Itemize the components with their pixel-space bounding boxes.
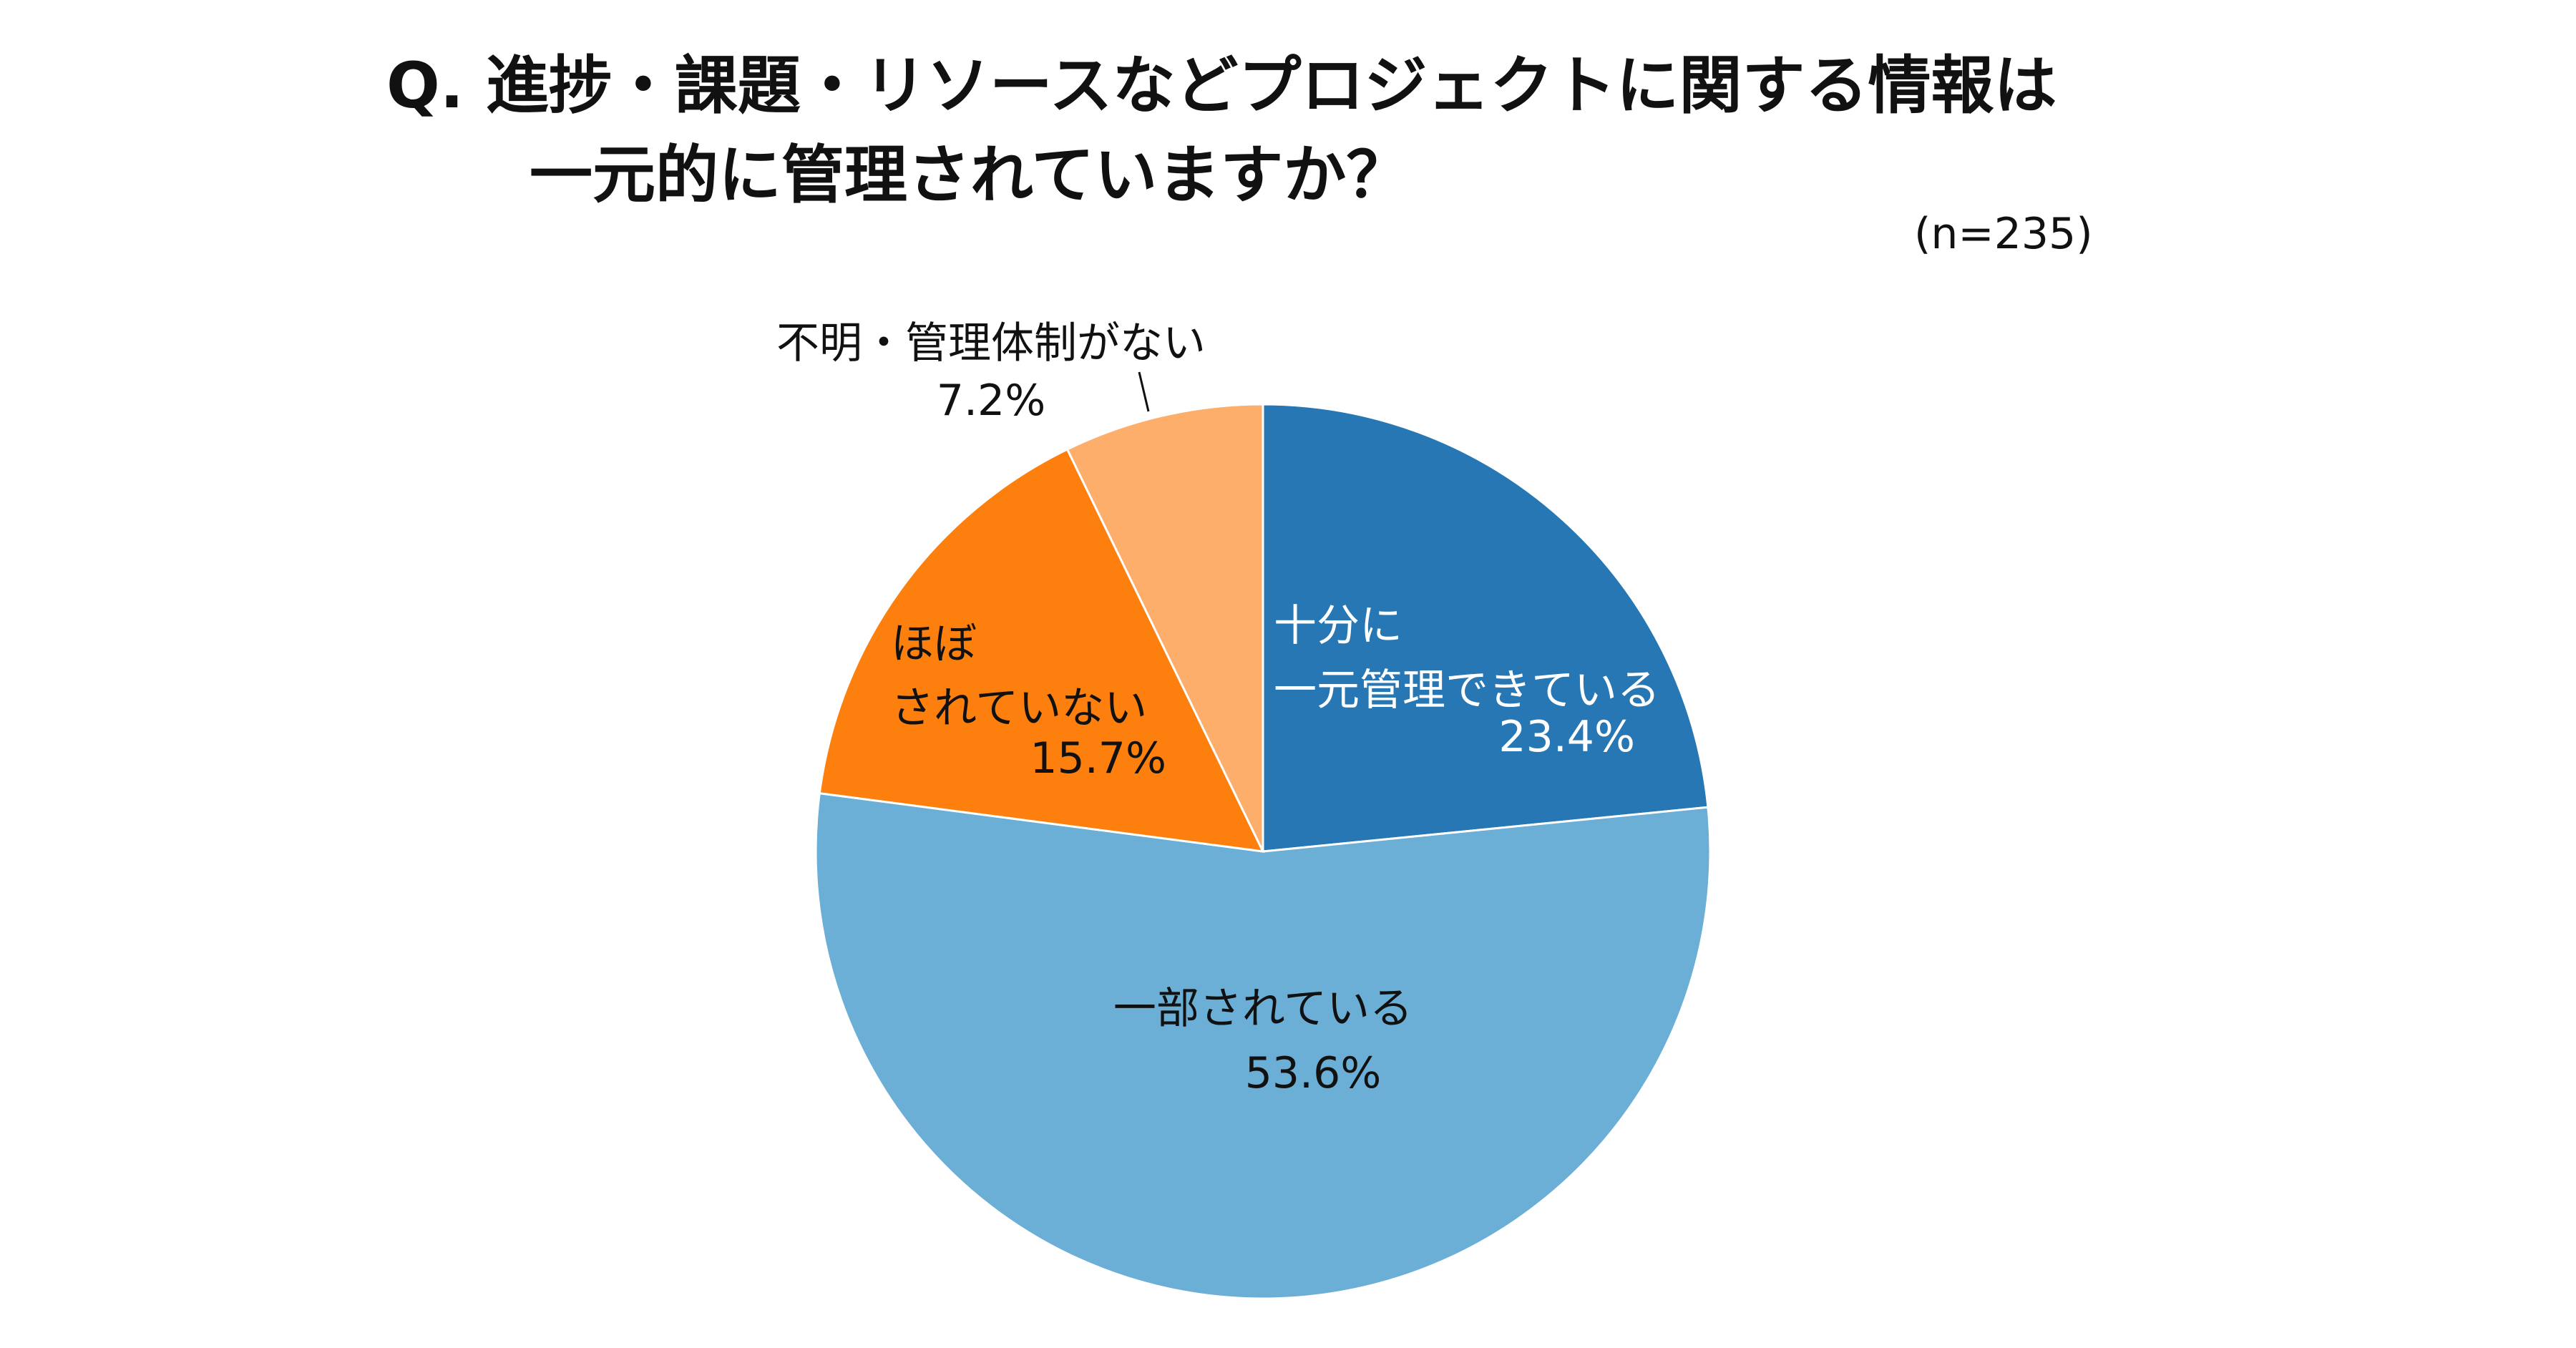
sample-size-label: (n=235) — [1914, 209, 2093, 259]
chart-title-line-2: 一元的に管理されていますか？ — [530, 138, 1409, 212]
chart-title-line-1: Q. 進捗・課題・リソースなどプロジェクトに関する情報は — [386, 49, 2057, 122]
leader-line-4 — [1138, 371, 1150, 412]
pie-slice-4 — [1065, 403, 1264, 852]
pie-slice-3 — [818, 447, 1265, 853]
slice-label-1-line-1: 十分に — [1274, 601, 1402, 651]
pie-slice-2 — [814, 791, 1712, 1300]
slice-label-4-line-1: 不明・管理体制がない — [776, 318, 1206, 368]
slice-label-group-2: 一部されている 53.6% — [1113, 984, 1413, 1098]
slice-value-3: 15.7% — [1030, 733, 1166, 783]
slice-label-1-line-2: 一元管理できている — [1274, 665, 1660, 715]
leader-lines — [1138, 371, 1150, 412]
slice-label-2-line-1: 一部されている — [1113, 984, 1413, 1034]
slice-value-1: 23.4% — [1498, 712, 1635, 762]
slice-value-4: 7.2% — [937, 376, 1045, 426]
pie-slice-1 — [1262, 403, 1709, 853]
slice-label-group-4: 不明・管理体制がない 7.2% — [776, 318, 1206, 426]
slice-label-3-line-2: されていない — [891, 683, 1147, 733]
slice-value-2: 53.6% — [1245, 1048, 1382, 1098]
slice-label-3-line-1: ほぼ — [891, 619, 977, 669]
pie-slices — [814, 403, 1712, 1300]
